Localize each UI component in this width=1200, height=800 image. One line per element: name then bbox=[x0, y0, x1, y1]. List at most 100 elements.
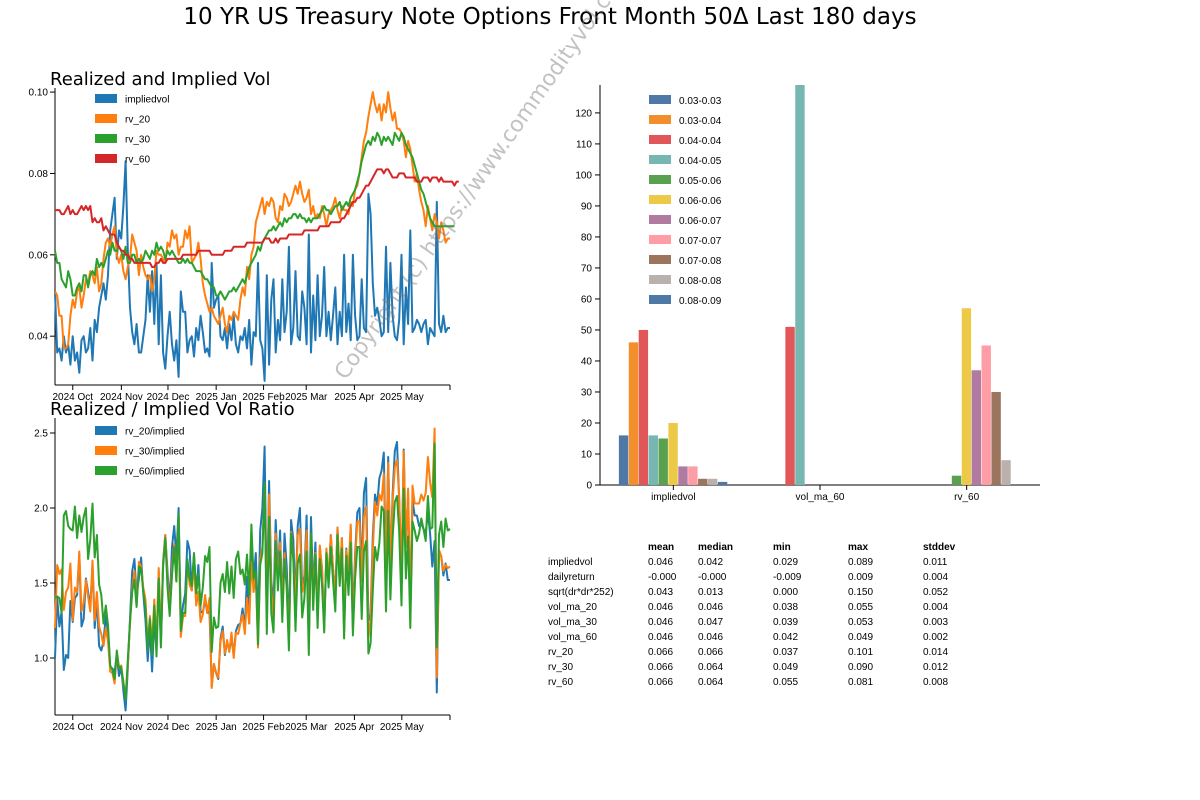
stats-column-header: median bbox=[698, 542, 734, 553]
hist-bar-rv_60-0.07-0.07 bbox=[981, 345, 991, 485]
stats-row-label: vol_ma_30 bbox=[548, 617, 597, 628]
vol-legend-swatch bbox=[95, 114, 117, 123]
stats-cell: -0.000 bbox=[648, 572, 677, 583]
hist-legend-label: 0.08-0.08 bbox=[679, 276, 722, 287]
hist-bar-impliedvol-0.06-0.06 bbox=[668, 422, 678, 485]
hist-legend-label: 0.07-0.07 bbox=[679, 236, 722, 247]
stats-cell: 0.013 bbox=[698, 587, 724, 598]
stats-cell: 0.002 bbox=[923, 632, 949, 643]
stats-cell: 0.046 bbox=[698, 602, 724, 613]
vol-x-tick-label: 2025 Jan bbox=[196, 392, 237, 403]
hist-bar-rv_60-0.08-0.08 bbox=[1001, 460, 1011, 485]
stats-column-header: max bbox=[848, 542, 869, 553]
stats-row-label: vol_ma_60 bbox=[548, 632, 597, 643]
vol-y-tick-label: 0.04 bbox=[29, 332, 49, 343]
stats-table: mean median min max stddev impliedvol 0.046 0.… bbox=[548, 540, 973, 690]
stats-cell: 0.046 bbox=[648, 632, 674, 643]
hist-bar-vol_ma_60-0.04-0.04 bbox=[785, 326, 795, 485]
hist-bar-impliedvol-0.04-0.04 bbox=[638, 329, 649, 485]
hist-bar-impliedvol-0.08-0.09 bbox=[717, 481, 728, 485]
ratio-legend-label: rv_30/implied bbox=[125, 447, 184, 458]
hist-legend-swatch bbox=[649, 195, 671, 204]
hist-bar-impliedvol-0.07-0.07 bbox=[688, 466, 698, 485]
hist-y-tick-label: 70 bbox=[581, 263, 593, 274]
stats-cell: 0.055 bbox=[848, 602, 874, 613]
stats-cell: 0.038 bbox=[773, 602, 799, 613]
stats-cell: 0.014 bbox=[923, 647, 949, 658]
hist-x-tick-label: impliedvol bbox=[651, 492, 695, 503]
stats-column-header bbox=[548, 540, 648, 555]
stats-row: impliedvol 0.046 0.042 0.029 0.089 0.011 bbox=[548, 555, 973, 570]
hist-legend-swatch bbox=[649, 255, 671, 264]
ratio-x-tick-label: 2024 Oct bbox=[52, 722, 93, 733]
stats-cell: 0.046 bbox=[648, 557, 674, 568]
hist-y-tick-label: 80 bbox=[581, 232, 593, 243]
hist-bar-rv_60-0.06-0.07 bbox=[971, 370, 982, 485]
hist-legend-swatch bbox=[649, 155, 671, 164]
stats-cell: 0.101 bbox=[848, 647, 874, 658]
stats-column-header: stddev bbox=[923, 542, 956, 553]
ratio-y-tick-label: 1.0 bbox=[34, 654, 48, 665]
hist-bar-vol_ma_60-0.04-0.05 bbox=[795, 85, 805, 485]
stats-row: rv_60 0.066 0.064 0.055 0.081 0.008 bbox=[548, 675, 973, 690]
hist-bar-rv_60-0.05-0.06 bbox=[951, 475, 962, 485]
ratio-chart-group: Realized / Implied Vol Ratio 1.0 1.5 2.0 2.5… bbox=[34, 399, 451, 733]
hist-legend-swatch bbox=[649, 115, 671, 124]
vol-x-tick-label: 2024 Nov bbox=[100, 392, 143, 403]
ratio-x-tick-label: 2025 Apr bbox=[334, 722, 375, 733]
hist-bar-rv_60-0.06-0.06 bbox=[961, 308, 972, 485]
stats-column-header: mean bbox=[648, 542, 675, 553]
stats-cell: 0.046 bbox=[698, 632, 724, 643]
stats-row: vol_ma_30 0.046 0.047 0.039 0.053 0.003 bbox=[548, 615, 973, 630]
vol-y-tick-label: 0.08 bbox=[29, 169, 49, 180]
stats-row: rv_30 0.066 0.064 0.049 0.090 0.012 bbox=[548, 660, 973, 675]
stats-cell: 0.043 bbox=[648, 587, 674, 598]
ratio-legend-swatch bbox=[95, 426, 117, 435]
stats-cell: 0.012 bbox=[923, 662, 949, 673]
stats-cell: 0.066 bbox=[698, 647, 724, 658]
ratio-x-tick-label: 2025 May bbox=[380, 722, 424, 733]
vol-series-line-rv-30 bbox=[54, 131, 455, 301]
hist-legend-label: 0.08-0.09 bbox=[679, 296, 722, 307]
hist-legend-swatch bbox=[649, 235, 671, 244]
hist-legend-swatch bbox=[649, 215, 671, 224]
ratio-x-tick-label: 2025 Mar bbox=[285, 722, 328, 733]
ratio-x-tick-label: 2025 Feb bbox=[242, 722, 285, 733]
hist-legend-label: 0.03-0.03 bbox=[679, 96, 722, 107]
hist-y-tick-label: 60 bbox=[581, 294, 593, 305]
vol-x-tick-label: 2025 Feb bbox=[242, 392, 285, 403]
hist-legend-swatch bbox=[649, 135, 671, 144]
vol-series-line-rv-20 bbox=[54, 91, 450, 350]
hist-y-tick-label: 50 bbox=[581, 325, 593, 336]
stats-row: rv_20 0.066 0.066 0.037 0.101 0.014 bbox=[548, 645, 973, 660]
stats-cell: 0.004 bbox=[923, 572, 949, 583]
stats-cell: 0.049 bbox=[848, 632, 874, 643]
stats-cell: 0.066 bbox=[648, 647, 674, 658]
hist-legend-label: 0.06-0.07 bbox=[679, 216, 722, 227]
stats-cell: 0.150 bbox=[848, 587, 874, 598]
stats-cell: 0.090 bbox=[848, 662, 874, 673]
stats-cell: 0.037 bbox=[773, 647, 799, 658]
stats-cell: 0.052 bbox=[923, 587, 949, 598]
stats-row: vol_ma_20 0.046 0.046 0.038 0.055 0.004 bbox=[548, 600, 973, 615]
hist-legend-swatch bbox=[649, 175, 671, 184]
hist-y-tick-label: 20 bbox=[581, 418, 593, 429]
vol-x-tick-label: 2025 May bbox=[380, 392, 424, 403]
hist-x-tick-label: vol_ma_60 bbox=[796, 492, 845, 503]
hist-legend-swatch bbox=[649, 95, 671, 104]
hist-legend-label: 0.04-0.04 bbox=[679, 136, 722, 147]
hist-bar-impliedvol-0.03-0.04 bbox=[628, 342, 639, 485]
stats-row-label: dailyreturn bbox=[548, 572, 595, 583]
ratio-legend-swatch bbox=[95, 446, 117, 455]
hist-y-tick-label: 110 bbox=[576, 139, 592, 150]
hist-bar-rv_60-0.07-0.08 bbox=[991, 391, 1001, 485]
stats-cell: 0.066 bbox=[648, 677, 674, 688]
page-title: 10 YR US Treasury Note Options Front Mon… bbox=[183, 4, 917, 30]
stats-cell: 0.004 bbox=[923, 602, 949, 613]
stats-cell: 0.089 bbox=[848, 557, 874, 568]
stats-row: sqrt(dr*dr*252) 0.043 0.013 0.000 0.150 0.052 bbox=[548, 585, 973, 600]
stats-row: vol_ma_60 0.046 0.046 0.042 0.049 0.002 bbox=[548, 630, 973, 645]
stats-cell: 0.066 bbox=[648, 662, 674, 673]
hist-y-tick-label: 120 bbox=[575, 108, 592, 119]
histogram-chart-group: 0 10 20 30 40 50 60 70 80 90 100 110 120 impliedvol vo… bbox=[575, 85, 1040, 503]
